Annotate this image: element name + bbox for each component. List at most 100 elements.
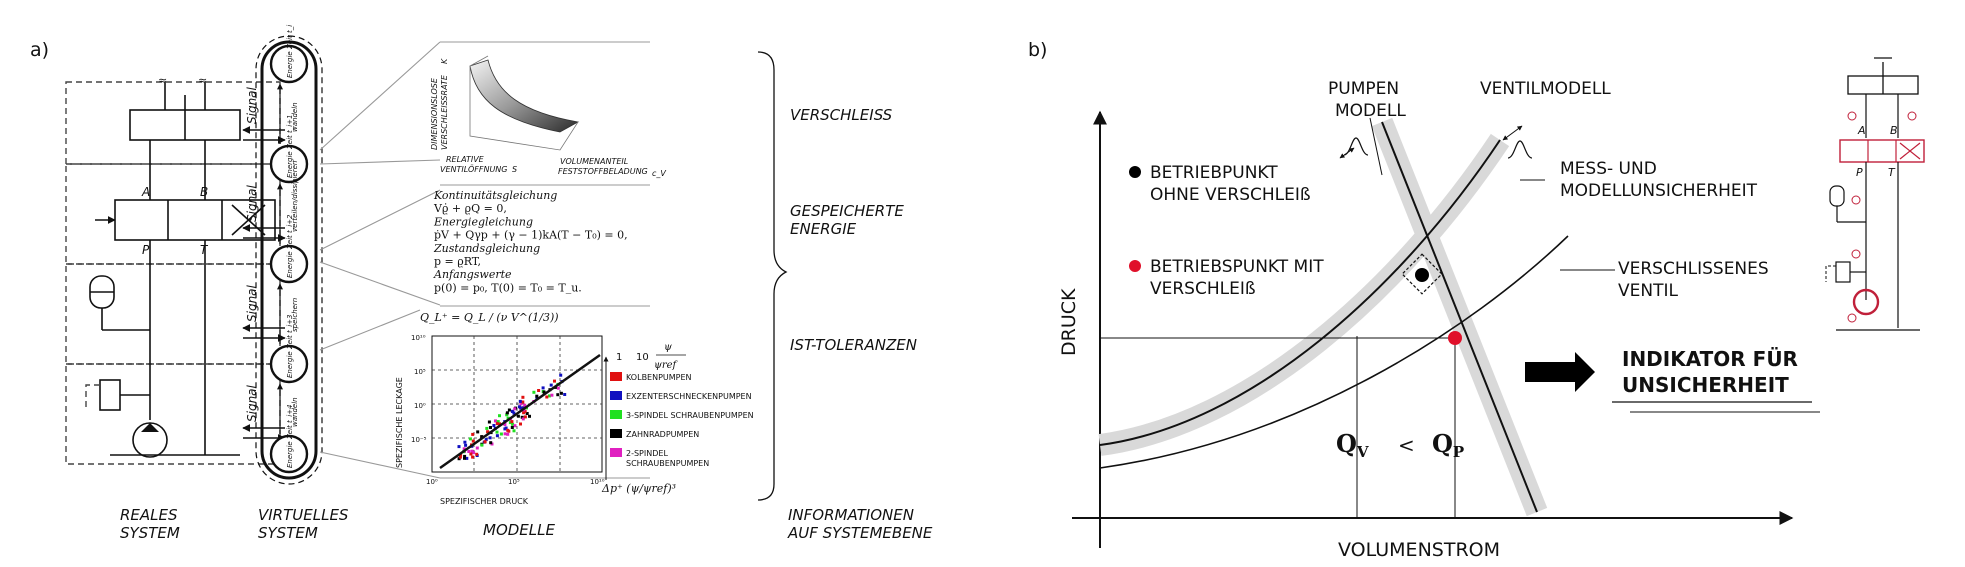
scatter-point bbox=[468, 437, 472, 441]
schematic-b: B bbox=[1890, 124, 1898, 137]
connector-1 bbox=[319, 41, 441, 151]
legend-entry-2: EXZENTERSCHNECKENPUMPEN bbox=[626, 392, 752, 401]
scatter-point bbox=[486, 430, 490, 434]
pump-triangle bbox=[141, 423, 159, 432]
wear-zlabel-2: FESTSTOFFBELADUNG bbox=[558, 167, 648, 176]
scatter-point bbox=[563, 393, 567, 396]
scatter-point bbox=[457, 445, 461, 449]
virtual-edge-label-4: wandeln bbox=[291, 397, 299, 427]
virtual-edge-label-1: wandeln bbox=[291, 102, 299, 132]
scatter-point bbox=[470, 449, 474, 453]
virtual-node-label-3: Energie Zeit t_i+2 bbox=[286, 214, 294, 278]
indicator-arrow bbox=[1525, 352, 1595, 392]
legend-red-dot bbox=[1129, 260, 1141, 272]
wear-zlabel-1: VOLUMENANTEIL bbox=[560, 157, 628, 166]
category-energie: ENERGIE bbox=[790, 220, 857, 238]
scatter-point bbox=[519, 406, 523, 410]
qv-label: QV bbox=[1336, 429, 1369, 461]
scatter-point bbox=[467, 450, 471, 453]
equation-line-5: Zustandsgleichung bbox=[433, 242, 540, 255]
virtual-edges: wandeln verteilen/dissipieren speichern wan… bbox=[277, 83, 299, 434]
scatter-point bbox=[522, 411, 526, 415]
indicator-label-2: UNSICHERHEIT bbox=[1622, 373, 1789, 397]
leakage-xtick-1: 10⁰ bbox=[426, 478, 438, 486]
equation-line-1: Kontinuitätsgleichung bbox=[433, 189, 557, 202]
scatter-point bbox=[510, 426, 514, 429]
scatter-point bbox=[559, 373, 563, 377]
leakage-xtick-2: 10⁵ bbox=[508, 478, 520, 486]
leakage-grid bbox=[432, 336, 602, 472]
leakage-plot: Q_L⁺ = Q_L / (ν V^(1/3)) SPEZIFISCHE LEC… bbox=[395, 311, 754, 506]
scatter-point bbox=[483, 440, 487, 444]
schematic-valve-x2 bbox=[1899, 142, 1921, 160]
label-modelle: MODELLE bbox=[483, 521, 555, 539]
scatter-point bbox=[492, 424, 496, 427]
model-connectors bbox=[319, 41, 650, 479]
scatter-point bbox=[512, 411, 516, 415]
label-reales-2: SYSTEM bbox=[120, 524, 180, 542]
label-reales-1: REALES bbox=[120, 506, 178, 524]
valve-model-curve bbox=[1381, 121, 1538, 513]
virtual-edge-label-3: speichern bbox=[291, 298, 299, 332]
worn-label-1: VERSCHLISSENES bbox=[1618, 259, 1769, 279]
scatter-point bbox=[537, 389, 541, 392]
label-virtuelles-2: SYSTEM bbox=[258, 524, 318, 542]
leakage-ytick-4: 10⁻⁵ bbox=[411, 436, 427, 444]
virtual-node-4 bbox=[269, 344, 309, 384]
signal-label-2: Signal bbox=[245, 184, 259, 222]
scatter-point bbox=[556, 386, 560, 390]
scatter-point bbox=[459, 453, 463, 457]
legend-psiref: ψref bbox=[654, 360, 679, 371]
leakage-xaxis-formula: Δp⁺ (ψ/ψref)³ bbox=[601, 482, 676, 495]
scatter-point bbox=[465, 456, 469, 460]
scatter-point bbox=[513, 424, 517, 428]
scatter-point bbox=[542, 390, 546, 394]
label-info-1: INFORMATIONEN bbox=[788, 506, 914, 524]
legend-black-1: BETRIEBPUNKT bbox=[1150, 163, 1278, 183]
schematic-relief bbox=[1835, 261, 1851, 283]
leakage-ytick-1: 10¹⁰ bbox=[411, 334, 426, 342]
legend-psi: ψ bbox=[664, 342, 672, 353]
wear-xlabel-1: RELATIVE bbox=[446, 155, 485, 164]
wear-surface-frame bbox=[469, 66, 579, 151]
scatter-point bbox=[487, 420, 491, 424]
brace-path bbox=[757, 51, 788, 501]
schematic-sensor-5 bbox=[1847, 313, 1857, 323]
scatter-point bbox=[545, 395, 549, 399]
schematic-p: P bbox=[1856, 166, 1863, 179]
scatter-point bbox=[495, 434, 499, 438]
scatter-point bbox=[525, 412, 529, 415]
legend-head-10: 10 bbox=[636, 352, 649, 363]
schematic-pump bbox=[1852, 288, 1880, 316]
leakage-xtick-3: 10¹⁰ bbox=[590, 478, 605, 486]
legend-entry-4: ZAHNRADPUMPEN bbox=[626, 430, 699, 439]
scatter-point bbox=[541, 386, 545, 390]
scatter-point bbox=[516, 414, 520, 418]
qp-label: QP bbox=[1432, 429, 1464, 461]
scatter-point bbox=[475, 452, 479, 456]
scatter-point bbox=[548, 394, 551, 398]
scatter-point bbox=[523, 403, 527, 407]
valve-port-b: B bbox=[200, 185, 208, 199]
scatter-point bbox=[521, 395, 525, 399]
connector-4 bbox=[319, 261, 441, 306]
scatter-point bbox=[457, 457, 461, 461]
wear-surface bbox=[469, 59, 580, 133]
panel-b-label: b) bbox=[1028, 39, 1047, 61]
equation-line-8: p(0) = p₀, T(0) = T₀ = T_u. bbox=[434, 281, 582, 294]
equation-line-7: Anfangswerte bbox=[433, 268, 512, 281]
scatter-point bbox=[511, 409, 515, 413]
connector-3 bbox=[319, 189, 441, 251]
virtual-node-3 bbox=[269, 244, 309, 284]
legend-entry-5-b: SCHRAUBENPUMPEN bbox=[626, 459, 709, 468]
scatter-point bbox=[521, 417, 525, 421]
scatter-point bbox=[499, 432, 503, 436]
valve-port-a: A bbox=[141, 185, 150, 199]
schematic-t: T bbox=[1888, 166, 1896, 179]
legend-black-dot bbox=[1129, 166, 1141, 178]
virtual-edge-label-2: verteilen/dissipieren bbox=[291, 161, 299, 232]
virtual-node-label-2: Energie Zeit t_i+1 bbox=[286, 115, 294, 179]
panel-a: a) ≈ ≈ A B P bbox=[30, 25, 933, 542]
legend-swatch-5 bbox=[610, 448, 622, 457]
scatter-point bbox=[489, 441, 493, 445]
